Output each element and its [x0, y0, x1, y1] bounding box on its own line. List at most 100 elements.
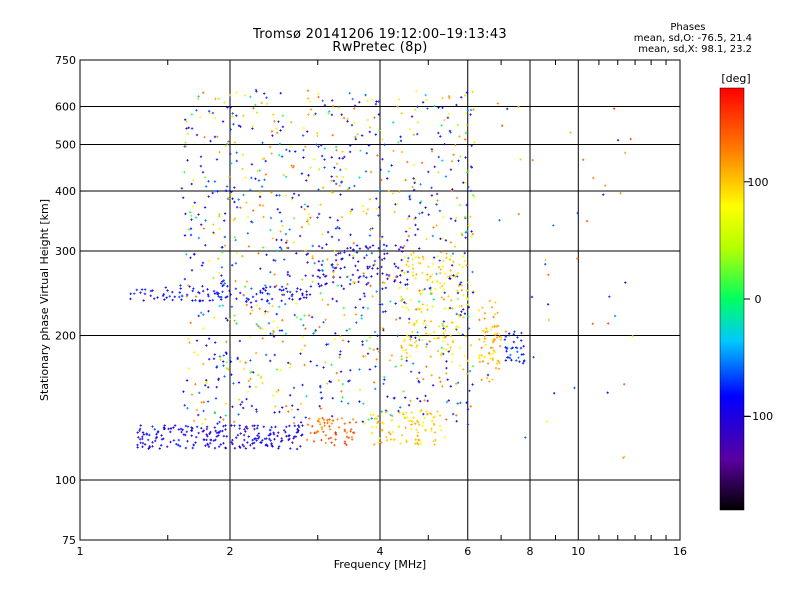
data-point — [180, 287, 182, 290]
data-point — [296, 290, 298, 293]
data-point — [455, 273, 457, 276]
data-point — [263, 157, 265, 160]
data-point — [302, 335, 303, 339]
data-point — [358, 276, 360, 279]
data-point — [367, 247, 369, 250]
data-point — [435, 438, 436, 442]
data-point — [271, 297, 273, 301]
data-point — [215, 97, 216, 101]
data-point — [303, 156, 304, 159]
data-point — [400, 281, 401, 284]
data-point — [349, 92, 351, 95]
data-point — [413, 217, 415, 221]
data-point — [422, 289, 424, 292]
data-point — [238, 398, 240, 401]
data-point — [617, 139, 619, 142]
data-point — [255, 408, 257, 411]
data-point — [265, 353, 267, 357]
data-point — [613, 107, 615, 110]
data-point — [426, 273, 428, 276]
data-point — [365, 93, 366, 97]
data-point — [276, 390, 278, 393]
data-point — [359, 298, 361, 301]
data-point — [196, 425, 198, 428]
data-point — [222, 120, 224, 123]
data-point — [332, 263, 333, 266]
data-point — [322, 99, 324, 102]
data-point — [143, 299, 145, 302]
data-point — [461, 232, 463, 235]
data-point — [293, 386, 295, 390]
data-point — [250, 220, 252, 223]
data-point — [197, 413, 199, 417]
data-point — [323, 366, 324, 369]
data-point — [492, 340, 494, 344]
data-point — [231, 441, 233, 444]
data-point — [191, 393, 193, 396]
data-point — [195, 383, 196, 386]
data-point — [352, 254, 354, 257]
data-point — [274, 405, 276, 408]
data-point — [459, 364, 461, 367]
data-point — [415, 178, 416, 182]
data-point — [333, 271, 334, 274]
data-point — [386, 177, 388, 180]
data-point — [380, 429, 382, 432]
data-point — [324, 147, 326, 150]
data-point — [449, 96, 450, 100]
data-point — [285, 148, 287, 151]
data-point — [315, 112, 316, 115]
data-point — [332, 134, 334, 137]
data-point — [315, 431, 317, 434]
data-point — [374, 417, 376, 420]
data-point — [413, 163, 415, 167]
data-point — [409, 194, 411, 197]
data-point — [186, 293, 188, 297]
data-point — [351, 208, 353, 211]
data-point — [275, 284, 277, 287]
data-point — [255, 385, 257, 389]
data-point — [208, 337, 210, 340]
data-point — [443, 347, 445, 351]
data-point — [622, 456, 624, 460]
data-point — [385, 310, 386, 313]
data-point — [326, 258, 328, 261]
data-point — [290, 362, 291, 365]
data-point — [361, 317, 363, 320]
data-point — [308, 222, 310, 226]
data-point — [213, 439, 215, 442]
data-point — [299, 445, 301, 448]
data-point — [398, 409, 399, 413]
data-point — [352, 431, 354, 434]
data-point — [281, 299, 283, 302]
data-point — [281, 247, 282, 251]
data-point — [226, 185, 228, 188]
data-point — [341, 400, 342, 403]
data-point — [430, 275, 431, 278]
data-point — [429, 340, 431, 343]
data-point — [484, 312, 486, 315]
data-point — [401, 346, 403, 349]
data-point — [461, 304, 462, 308]
data-point — [234, 314, 236, 317]
data-point — [448, 112, 450, 115]
data-point — [447, 378, 449, 381]
data-point — [406, 306, 407, 309]
data-point — [297, 408, 299, 411]
data-point — [341, 180, 343, 183]
data-point — [469, 369, 471, 373]
data-point — [520, 158, 521, 161]
data-point — [513, 333, 515, 336]
data-point — [484, 355, 485, 358]
data-point — [378, 247, 380, 250]
data-point — [231, 190, 232, 193]
data-point — [449, 306, 451, 310]
data-point — [205, 185, 207, 188]
data-point — [570, 131, 571, 134]
data-point — [243, 445, 245, 448]
data-point — [219, 355, 221, 358]
data-point — [523, 360, 525, 363]
data-point — [225, 428, 226, 431]
data-point — [322, 233, 324, 236]
data-point — [152, 289, 153, 292]
